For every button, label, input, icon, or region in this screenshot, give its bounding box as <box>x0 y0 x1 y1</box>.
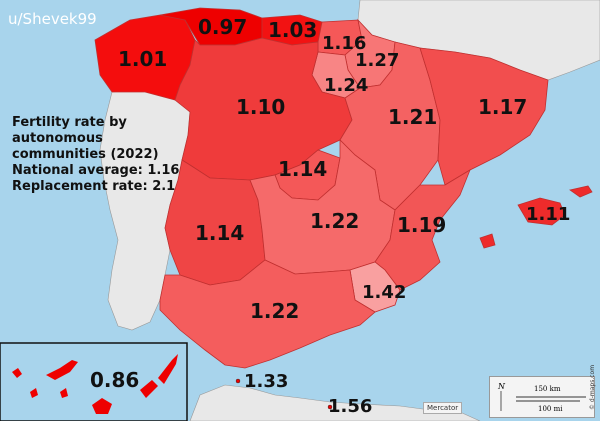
legend-title-line-1: Fertility rate by <box>12 115 127 130</box>
legend-national-label: National average: <box>12 163 143 178</box>
canary-island-7 <box>158 354 178 384</box>
label-asturias: 0.97 <box>198 15 247 39</box>
region-andalusia <box>159 259 376 369</box>
legend-title-line-3: communities (2022) <box>12 147 159 162</box>
label-melilla: 1.56 <box>328 396 372 417</box>
region-balearic-mallorca <box>517 197 566 226</box>
label-canary: 0.86 <box>90 368 139 392</box>
legend-replacement-label: Replacement rate: <box>12 179 148 194</box>
label-valencia: 1.19 <box>397 213 446 237</box>
canary-island-4 <box>60 388 68 398</box>
legend-national: National average: 1.16 <box>12 163 187 179</box>
region-valencia <box>374 169 471 291</box>
legend-replacement: Replacement rate: 2.1 <box>12 179 187 195</box>
label-larioja: 1.24 <box>324 75 368 96</box>
label-aragon: 1.21 <box>388 105 437 129</box>
label-madrid: 1.14 <box>278 157 327 181</box>
legend-replacement-value: 2.1 <box>152 179 176 194</box>
scale-box: N 150 km 100 mi <box>489 376 595 418</box>
canary-island-6 <box>140 380 158 398</box>
label-cantabria: 1.03 <box>268 18 317 42</box>
scale-km-label: 150 km <box>534 385 561 393</box>
label-extremadura: 1.14 <box>195 221 244 245</box>
scale-graphic: N 150 km 100 mi <box>497 382 586 413</box>
canary-island-3 <box>46 360 78 380</box>
label-ceuta: 1.33 <box>244 371 288 392</box>
region-balearic-ibiza <box>479 233 496 249</box>
label-catalonia: 1.17 <box>478 95 527 119</box>
label-navarre: 1.27 <box>355 50 399 71</box>
label-murcia: 1.42 <box>362 282 406 303</box>
legend: Fertility rate by autonomous communities… <box>12 115 187 195</box>
projection-label: Mercator <box>423 402 463 414</box>
label-castileleon: 1.10 <box>236 95 285 119</box>
credit-label: © d-maps.com <box>589 364 596 410</box>
region-catalonia <box>419 47 549 186</box>
label-balearic: 1.11 <box>526 204 570 225</box>
north-arrow-label: N <box>497 382 506 391</box>
scale-mi-label: 100 mi <box>538 405 563 413</box>
legend-national-value: 1.16 <box>147 163 180 178</box>
region-ceuta-marker <box>235 378 241 384</box>
region-melilla-marker <box>327 404 333 410</box>
region-balearic-menorca <box>569 185 593 198</box>
label-andalusia: 1.22 <box>250 299 299 323</box>
canary-island-2 <box>30 388 38 398</box>
canary-island-1 <box>12 368 22 378</box>
legend-title-line-2: autonomous <box>12 131 103 146</box>
label-castillalamancha: 1.22 <box>310 209 359 233</box>
canary-island-5 <box>92 398 112 414</box>
author-watermark: u/Shevek99 <box>8 10 97 28</box>
label-basque: 1.16 <box>322 33 366 54</box>
label-galicia: 1.01 <box>118 47 167 71</box>
